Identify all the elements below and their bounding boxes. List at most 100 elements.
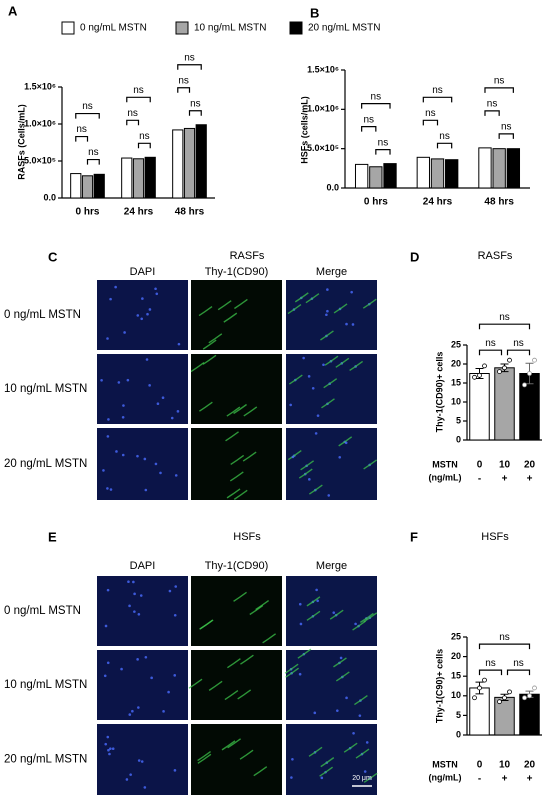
data-point xyxy=(527,693,532,699)
nucleus xyxy=(291,455,295,459)
significance-label: ns xyxy=(178,75,189,86)
nucleus xyxy=(154,287,157,291)
x-tick-label: 20 xyxy=(524,460,536,471)
nucleus xyxy=(363,770,367,773)
x-axis-label: (ng/mL) xyxy=(429,772,462,782)
cell-stain xyxy=(355,748,370,759)
nucleus xyxy=(103,674,107,678)
x-tick-label: 10 xyxy=(499,760,511,771)
y-tick-label: 5 xyxy=(456,415,461,425)
nucleus xyxy=(107,418,110,421)
nucleus xyxy=(314,432,318,435)
cell-stain xyxy=(333,657,347,668)
micrograph xyxy=(97,428,188,500)
y-tick-label: 25 xyxy=(451,631,461,641)
cell-stain xyxy=(319,766,333,777)
significance-label: ns xyxy=(363,114,374,125)
x-axis-label: MSTN xyxy=(432,759,458,769)
x-tick-label: 24 hrs xyxy=(124,207,154,218)
nucleus xyxy=(156,402,160,406)
x-tick-label: 0 xyxy=(477,760,483,771)
micrograph xyxy=(97,650,188,720)
nucleus xyxy=(162,710,165,713)
nucleus xyxy=(174,474,178,477)
significance-bracket xyxy=(188,110,202,116)
significance-label: ns xyxy=(485,658,496,669)
cell-stain xyxy=(335,357,350,368)
cell-stain xyxy=(197,750,211,762)
y-tick-label: 25 xyxy=(451,339,461,349)
nucleus xyxy=(352,731,355,735)
significance-label: ns xyxy=(513,338,524,349)
nucleus xyxy=(125,778,129,781)
significance-label: ns xyxy=(499,312,510,323)
cell-stain xyxy=(240,654,254,665)
y-tick-label: 5.0×10⁵ xyxy=(24,155,56,165)
significance-label: ns xyxy=(184,52,195,63)
cell-stain xyxy=(227,658,241,669)
nucleus xyxy=(351,323,355,326)
cell-stain xyxy=(208,680,223,691)
data-point xyxy=(507,357,512,363)
cell-stain xyxy=(253,766,268,777)
data-point xyxy=(532,357,537,363)
cell-stain xyxy=(208,333,223,344)
panel-letter: C xyxy=(48,249,58,264)
nucleus xyxy=(126,378,130,382)
treatment-label: + xyxy=(502,474,508,485)
row-label: 20 ng/mL MSTN xyxy=(4,754,87,766)
nucleus xyxy=(131,709,134,713)
data-point xyxy=(482,677,487,683)
nucleus xyxy=(291,758,294,761)
nucleus xyxy=(140,760,144,763)
significance-bracket xyxy=(484,110,500,116)
micrograph xyxy=(191,428,282,500)
x-tick-label: 24 hrs xyxy=(423,197,453,208)
bar xyxy=(172,129,184,199)
nucleus xyxy=(114,285,117,289)
micrograph xyxy=(97,724,188,795)
nucleus xyxy=(143,786,147,789)
legend-label: 10 ng/mL MSTN xyxy=(194,23,266,34)
nucleus xyxy=(173,674,177,677)
micrograph xyxy=(191,724,282,795)
significance-bracket xyxy=(478,349,503,356)
bar xyxy=(519,693,540,736)
cell-stain xyxy=(338,436,353,447)
cell-stain xyxy=(320,757,335,768)
nucleus xyxy=(336,709,339,712)
nucleus xyxy=(339,656,343,660)
cell-stain xyxy=(226,488,241,499)
nucleus xyxy=(104,742,108,746)
nucleus xyxy=(137,759,141,762)
nucleus xyxy=(154,462,158,466)
treatment-label: - xyxy=(478,774,481,785)
cell-stain xyxy=(198,305,213,317)
nucleus xyxy=(132,580,135,584)
nucleus xyxy=(155,292,159,296)
nucleus xyxy=(344,441,348,445)
nucleus xyxy=(129,773,132,776)
nucleus xyxy=(338,456,342,459)
cell-stain xyxy=(298,468,313,479)
micrograph xyxy=(191,354,282,424)
nucleus xyxy=(148,384,151,387)
nucleus xyxy=(137,706,140,709)
cell-stain xyxy=(255,599,270,611)
column-header: DAPI xyxy=(130,560,156,572)
legend-swatch xyxy=(61,21,75,35)
data-point xyxy=(477,685,482,691)
nucleus xyxy=(316,599,319,603)
cell-stain xyxy=(323,378,338,389)
cell-stain xyxy=(239,749,254,760)
significance-label: ns xyxy=(432,85,443,96)
micrograph xyxy=(191,650,282,720)
nucleus xyxy=(161,396,165,399)
cell-stain xyxy=(288,374,303,385)
bar xyxy=(144,156,156,199)
treatment-label: + xyxy=(527,474,533,485)
significance-bracket xyxy=(177,87,191,93)
bar xyxy=(183,127,196,199)
nucleus xyxy=(322,363,325,367)
